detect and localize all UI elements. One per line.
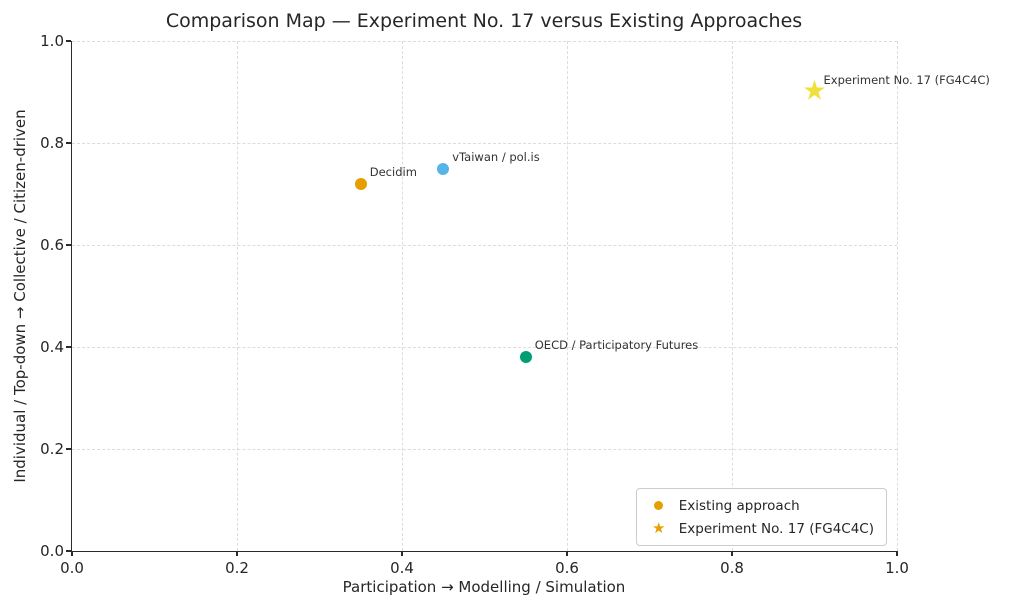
legend-circle-icon <box>654 501 664 510</box>
y-tick-label: 0.8 <box>40 134 64 152</box>
data-point-circle <box>519 351 532 364</box>
x-tick-label: 0.8 <box>720 559 744 577</box>
x-axis-label: Participation → Modelling / Simulation <box>342 578 626 596</box>
gridline-horizontal <box>72 41 897 42</box>
y-tick-label: 1.0 <box>40 32 64 50</box>
data-point-star: ★ <box>802 75 827 107</box>
gridline-vertical <box>567 41 568 551</box>
gridline-vertical <box>402 41 403 551</box>
x-axis-tick <box>236 551 238 556</box>
data-point-circle <box>354 177 367 190</box>
y-tick-label: 0.4 <box>40 338 64 356</box>
data-point-label: vTaiwan / pol.is <box>452 149 540 164</box>
y-axis-tick <box>65 550 71 552</box>
gridline-vertical <box>732 41 733 551</box>
y-axis-tick <box>65 40 71 42</box>
x-axis-tick <box>71 551 73 556</box>
gridline-horizontal <box>72 347 897 348</box>
x-tick-label: 0.0 <box>60 559 84 577</box>
y-axis-tick <box>65 142 71 144</box>
y-tick-label: 0.0 <box>40 542 64 560</box>
gridline-horizontal <box>72 449 897 450</box>
y-tick-label: 0.6 <box>40 236 64 254</box>
data-point-label: OECD / Participatory Futures <box>534 338 699 353</box>
data-point-label: Experiment No. 17 (FG4C4C) <box>823 73 990 87</box>
x-axis-tick <box>566 551 568 556</box>
legend: Existing approach ★ Experiment No. 17 (FG4… <box>635 488 887 546</box>
y-axis-tick <box>65 346 71 348</box>
chart-title: Comparison Map — Experiment No. 17 versu… <box>165 10 803 32</box>
gridline-vertical <box>897 41 898 551</box>
legend-marker-cell: ★ <box>643 521 675 536</box>
y-tick-label: 0.2 <box>40 440 64 458</box>
x-tick-label: 1.0 <box>885 559 909 577</box>
plot-area: Existing approach ★ Experiment No. 17 (FG4… <box>40 32 990 577</box>
legend-label: Existing approach <box>678 497 800 514</box>
legend-item: Existing approach <box>643 495 874 516</box>
x-axis-tick <box>401 551 403 556</box>
x-tick-label: 0.6 <box>555 559 579 577</box>
legend-marker-cell <box>643 501 675 510</box>
x-axis-tick <box>731 551 733 556</box>
gridline-vertical <box>237 41 238 551</box>
legend-star-icon: ★ <box>652 519 666 537</box>
y-axis-label: Individual / Top-down → Collective / Cit… <box>11 109 29 483</box>
gridline-horizontal <box>72 245 897 246</box>
x-tick-label: 0.2 <box>225 559 249 577</box>
legend-label: Experiment No. 17 (FG4C4C) <box>678 520 874 537</box>
data-point-circle <box>437 162 450 175</box>
data-point-label: Decidim <box>369 164 417 179</box>
legend-item: ★ Experiment No. 17 (FG4C4C) <box>643 518 874 539</box>
y-axis-tick <box>65 244 71 246</box>
x-tick-label: 0.4 <box>390 559 414 577</box>
gridline-horizontal <box>72 143 897 144</box>
y-axis-tick <box>65 448 71 450</box>
x-axis-tick <box>896 551 898 556</box>
